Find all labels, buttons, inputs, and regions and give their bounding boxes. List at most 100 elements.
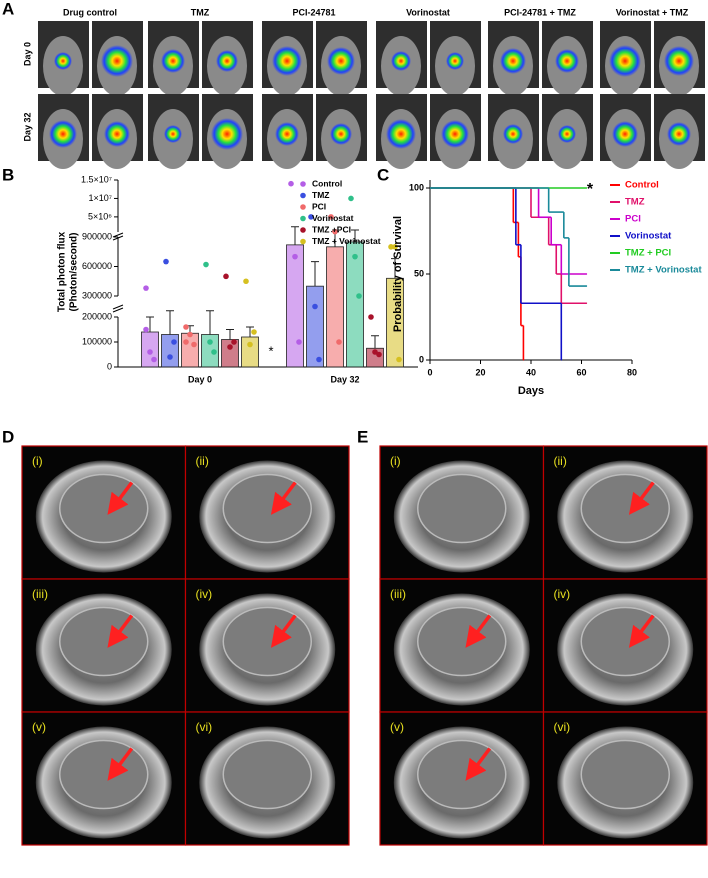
panel-label: C [377, 165, 389, 184]
data-point [328, 214, 334, 220]
signal [54, 52, 72, 70]
data-point [392, 244, 398, 250]
data-point [223, 273, 229, 280]
content: A B C D E Drug control TMZ PCI-24781 Vorinostat P… [2, 0, 708, 846]
signal [391, 51, 411, 71]
legend-marker [300, 227, 306, 233]
group-label: Drug control [63, 7, 117, 17]
bar [161, 334, 179, 368]
bar [241, 336, 259, 368]
signal [667, 122, 691, 146]
y-axis-label: Total photon flux [57, 231, 68, 312]
group-label: PCI-24781 + TMZ [504, 7, 576, 17]
y-tick-label: 100 [409, 182, 424, 192]
arrow [107, 747, 134, 781]
mri-label: (iii) [32, 587, 48, 601]
data-point [308, 214, 314, 220]
arrow [107, 614, 134, 648]
mri-brain [417, 739, 507, 810]
mri-brain [59, 473, 149, 544]
bar [286, 244, 304, 368]
mri-brain [580, 606, 670, 677]
legend-label: PCI [312, 201, 326, 211]
data-point [376, 351, 382, 358]
legend-label: Vorinostat [625, 231, 672, 242]
data-point [368, 314, 374, 320]
legend-marker [300, 215, 306, 222]
error-bar [311, 261, 319, 287]
legend-marker [300, 192, 306, 199]
data-point [372, 349, 378, 355]
legend-marker [300, 238, 306, 245]
data-point [147, 349, 153, 355]
y-tick-label: 50 [414, 268, 424, 278]
arrow [107, 481, 134, 515]
x-tick-label: 20 [475, 367, 485, 377]
x-axis-label: Days [518, 385, 544, 397]
signal [558, 125, 576, 143]
data-point [207, 339, 213, 345]
signal [386, 119, 416, 149]
data-point [167, 354, 173, 360]
bar [306, 285, 324, 368]
data-point [336, 339, 342, 345]
panel-label: E [357, 427, 368, 446]
x-tick-label: 60 [576, 367, 586, 377]
error-bar [146, 316, 154, 332]
legend-label: TMZ [625, 197, 645, 208]
bar [346, 241, 364, 368]
data-point [388, 244, 394, 250]
data-point [151, 356, 157, 363]
row-label: Day 32 [22, 112, 32, 141]
data-point [143, 285, 149, 291]
error-bar [391, 258, 399, 279]
legend-label: Vorinostat [312, 213, 354, 223]
mri-label: (i) [390, 454, 401, 468]
mri-label: (v) [32, 720, 46, 734]
group-label: PCI-24781 [292, 7, 335, 17]
annotation: * [587, 181, 594, 198]
legend-marker [300, 181, 306, 187]
panel-label: D [2, 427, 14, 446]
data-point [356, 293, 362, 299]
legend-label: TMZ [312, 190, 329, 200]
data-point [163, 258, 169, 265]
signal [49, 120, 77, 148]
legend-label: Control [625, 180, 659, 191]
y-tick-label: 0 [107, 361, 112, 371]
data-point [211, 349, 217, 355]
signal [272, 46, 302, 76]
mri-brain [417, 606, 507, 677]
signal [500, 48, 526, 74]
annotation: * [268, 343, 273, 358]
mri-label: (iv) [554, 587, 571, 601]
mri-brain [59, 739, 149, 810]
error-bar [371, 335, 379, 349]
mri-label: (ii) [554, 454, 567, 468]
data-point [183, 324, 189, 330]
data-point [247, 341, 253, 348]
signal [161, 49, 185, 73]
data-point [396, 356, 402, 363]
x-tick-label: Day 32 [330, 374, 359, 384]
mri-brain [222, 606, 312, 677]
mri-label: (ii) [196, 454, 209, 468]
data-point [191, 341, 197, 348]
row-label: Day 0 [22, 42, 32, 66]
data-point [183, 339, 189, 345]
y-tick-label: 300000 [82, 290, 112, 300]
error-bar [226, 329, 234, 340]
bar [181, 332, 199, 368]
mri-brain [580, 473, 670, 544]
mri-brain [580, 739, 670, 810]
mri-label: (iv) [196, 587, 213, 601]
data-point [187, 331, 193, 338]
axis-break [112, 232, 124, 241]
group-label: TMZ [191, 7, 210, 17]
mri-brain [222, 739, 312, 810]
signal [211, 118, 243, 150]
signal [555, 49, 579, 73]
error-bar [206, 310, 214, 335]
y-axis-label: (Photon/second) [69, 233, 80, 312]
